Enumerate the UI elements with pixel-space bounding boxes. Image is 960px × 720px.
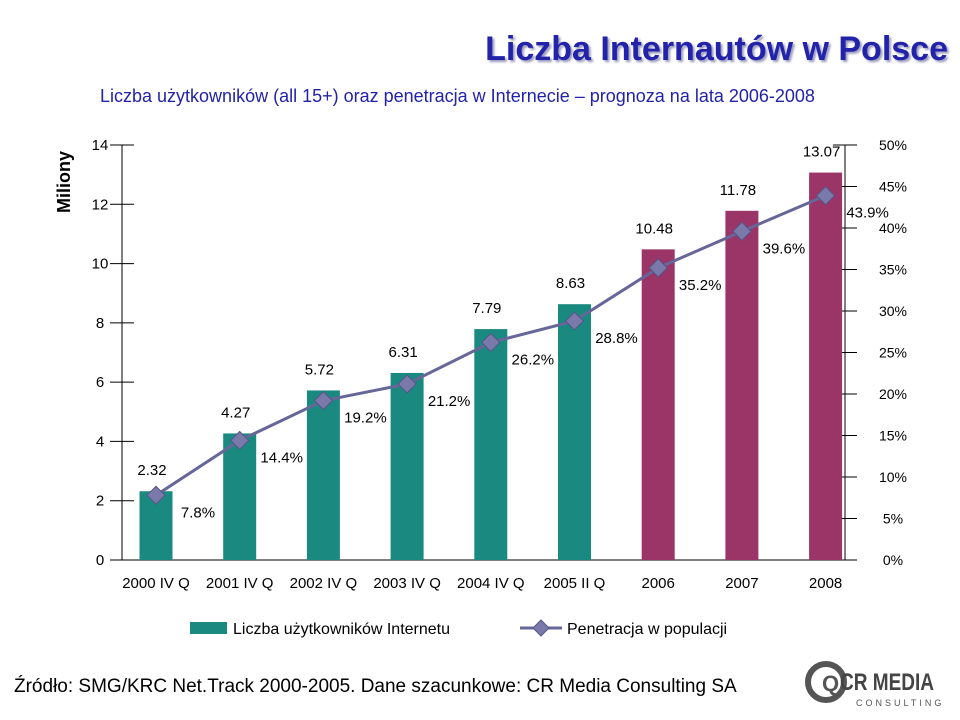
- cr-media-logo: Q CR MEDIA CONSULTING: [805, 661, 944, 708]
- x-tick-label: 2005 II Q: [544, 575, 606, 592]
- y-left-tick-label: 6: [96, 374, 104, 391]
- chart-subtitle: Liczba użytkowników (all 15+) oraz penet…: [100, 86, 815, 106]
- bar-value-label: 6.31: [388, 344, 417, 361]
- penetration-value-label: 39.6%: [763, 240, 806, 257]
- penetration-value-label: 21.2%: [428, 393, 471, 410]
- penetration-marker: [732, 221, 752, 242]
- page-title: Liczba Internautów w Polsce: [485, 30, 948, 68]
- penetration-value-label: 14.4%: [260, 449, 303, 466]
- x-tick-label: 2002 IV Q: [290, 575, 358, 592]
- penetration-marker: [481, 332, 501, 353]
- penetration-value-label: 7.8%: [181, 504, 215, 521]
- logo-subtext: CONSULTING: [856, 698, 944, 708]
- penetration-value-label: 19.2%: [344, 410, 387, 427]
- source-note: Źródło: SMG/KRC Net.Track 2000-2005. Dan…: [14, 676, 737, 697]
- bar-value-label: 11.78: [720, 182, 756, 199]
- y-right-tick-label: 0%: [883, 552, 903, 568]
- y-right-tick-label: 35%: [879, 262, 907, 278]
- bar-value-label: 2.32: [137, 462, 166, 479]
- penetration-marker: [229, 430, 250, 451]
- penetration-value-label: 28.8%: [595, 330, 638, 347]
- penetration-marker: [146, 485, 166, 505]
- bar-value-label: 13.07: [803, 144, 841, 161]
- y-left-tick-label: 0: [96, 552, 104, 569]
- x-tick-label: 2007: [725, 575, 758, 592]
- penetration-value-label: 35.2%: [679, 277, 722, 294]
- y-left-tick-label: 10: [92, 256, 109, 273]
- bar-value-label: 10.48: [635, 220, 673, 237]
- penetration-value-label: 26.2%: [512, 352, 555, 369]
- legend-line-label: Penetracja w populacji: [567, 621, 727, 638]
- penetration-marker: [313, 390, 334, 411]
- bar-value-label: 8.63: [556, 275, 585, 292]
- x-tick-label: 2004 IV Q: [457, 575, 525, 592]
- y-right-tick-label: 50%: [879, 137, 907, 153]
- y-right-tick-label: 45%: [879, 179, 907, 195]
- penetration-marker: [648, 258, 668, 278]
- y-right-tick-label: 10%: [879, 469, 907, 485]
- bar: [725, 210, 759, 561]
- bar: [641, 249, 675, 561]
- penetration-marker: [815, 185, 836, 206]
- legend-bar-swatch: [190, 622, 227, 634]
- bar: [558, 304, 591, 560]
- chart: 0 2 4 6 8 10 12 14 0% 5% 10% 15% 20% 25% 30% 35% 40% 45% 5…: [54, 137, 907, 638]
- penetration-marker: [397, 374, 417, 394]
- x-tick-label: 2006: [642, 575, 675, 592]
- y-left-tick-label: 8: [96, 315, 104, 332]
- bar: [809, 172, 843, 560]
- y-left-tick-label: 4: [96, 433, 104, 450]
- bar: [390, 372, 424, 560]
- bar: [223, 433, 257, 560]
- y-right-tick-label: 20%: [879, 386, 907, 402]
- y-left-axis-title: Miliony: [54, 151, 74, 213]
- y-right-tick-label: 15%: [879, 428, 907, 444]
- logo-mark: Q: [822, 671, 839, 696]
- legend-line-marker: [532, 619, 550, 637]
- x-tick-label: 2000 IV Q: [122, 575, 190, 592]
- x-tick-label: 2001 IV Q: [206, 575, 274, 592]
- y-right-tick-label: 40%: [879, 220, 907, 236]
- x-tick-label: 2003 IV Q: [373, 575, 441, 592]
- penetration-marker: [564, 311, 585, 331]
- y-right-tick-label: 5%: [883, 511, 903, 527]
- y-right-tick-label: 25%: [879, 345, 907, 361]
- x-tick-label: 2008: [809, 575, 842, 592]
- y-right-tick-label: 30%: [879, 303, 907, 319]
- y-left-tick-label: 12: [92, 196, 109, 213]
- bar: [306, 390, 340, 560]
- logo-text: CR MEDIA: [840, 669, 934, 696]
- y-left-tick-label: 2: [96, 493, 104, 510]
- penetration-value-label: 43.9%: [846, 205, 889, 222]
- bar-value-label: 4.27: [221, 404, 250, 421]
- bar-value-label: 5.72: [305, 361, 334, 378]
- bar: [474, 329, 508, 560]
- bar-value-label: 7.79: [472, 300, 501, 317]
- legend-bar-label: Liczba użytkowników Internetu: [233, 621, 450, 638]
- y-left-tick-label: 14: [92, 137, 109, 154]
